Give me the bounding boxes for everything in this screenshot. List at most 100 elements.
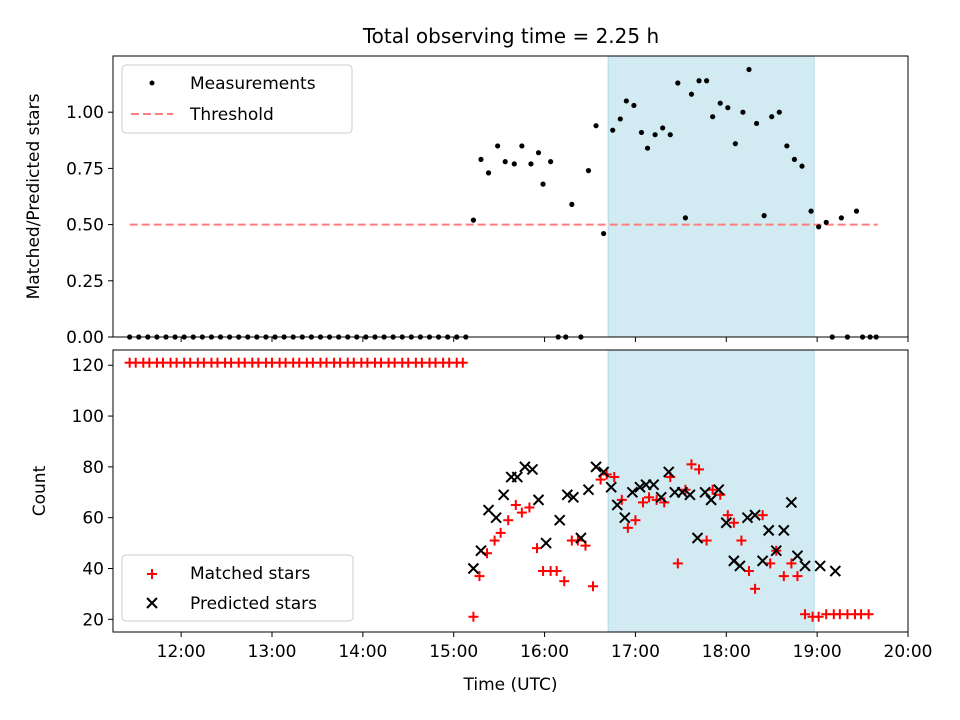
measurement-point — [585, 168, 592, 174]
x-tick-label: 17:00 — [611, 642, 660, 662]
y-tick-label: 120 — [72, 356, 104, 376]
measurement-point — [548, 159, 554, 165]
predicted-star-point — [814, 560, 826, 572]
matched-star-point — [622, 522, 633, 533]
matched-star-point — [644, 492, 655, 503]
measurement-point — [660, 125, 666, 131]
matched-star-point — [765, 558, 776, 569]
bottom-legend-box — [121, 554, 354, 622]
predicted-star-point — [467, 562, 480, 575]
measurement-point — [617, 116, 623, 122]
y-tick-label: 0.50 — [66, 216, 104, 236]
measurement-point — [808, 208, 814, 214]
matched-star-point — [672, 558, 683, 569]
matched-legend-marker — [147, 569, 157, 579]
predicted-star-point — [741, 511, 754, 524]
x-tick-label: 18:00 — [702, 642, 751, 662]
measurement-point — [682, 215, 689, 221]
matched-star-point — [532, 543, 542, 554]
predicted-star-point — [490, 511, 502, 524]
bottom-observing-span — [607, 349, 815, 633]
measurement-point — [593, 123, 599, 129]
measurement-point — [753, 120, 760, 127]
measurement-point — [688, 91, 695, 97]
count-panel: 20 40 60 80 100 120 12:00 13:00 14:00 15:00 16:00… — [30, 349, 933, 695]
threshold-legend-label: Threshold — [189, 105, 274, 125]
predicted-star-point — [791, 550, 804, 562]
matched-star-point — [728, 517, 739, 528]
measurement-point — [502, 159, 508, 165]
predicted-star-point — [634, 481, 646, 493]
measurement-point — [725, 105, 731, 111]
measurement-point — [675, 80, 681, 86]
predicted-star-point — [762, 524, 775, 537]
top-legend-box — [121, 64, 353, 134]
predicted-star-point — [567, 491, 580, 504]
measurement-point — [470, 217, 476, 223]
predicted-star-point — [626, 486, 639, 498]
x-tick-label: 20:00 — [884, 642, 933, 662]
predicted-star-point — [684, 489, 696, 501]
bottom-y-axis-label: Count — [30, 465, 50, 516]
measurement-point — [638, 129, 645, 136]
measurement-point — [740, 109, 746, 115]
matched-star-point — [468, 611, 479, 622]
predicted-star-point — [519, 461, 531, 473]
measurement-point — [853, 208, 860, 214]
y-tick-label: 60 — [82, 509, 104, 529]
measurements-legend-label: Measurements — [190, 74, 316, 94]
predicted-star-point — [575, 532, 587, 544]
measurement-point — [623, 98, 629, 104]
matched-star-point — [524, 502, 535, 513]
predicted-star-points — [467, 461, 842, 577]
predicted-star-point — [611, 499, 623, 511]
measurement-point — [816, 224, 822, 230]
predicted-star-point — [663, 466, 675, 478]
matched-star-point — [510, 499, 521, 510]
measurement-point — [799, 163, 805, 169]
matched-star-point — [800, 609, 811, 620]
matched-star-point — [474, 571, 485, 582]
measurement-point — [610, 127, 616, 133]
measurement-point — [761, 213, 767, 219]
top-y-ticks: 0.00 0.25 0.50 0.75 1.00 — [66, 103, 113, 348]
measurement-point — [478, 156, 484, 163]
matched-star-point — [778, 571, 789, 582]
predicted-star-point — [605, 481, 617, 493]
measurements-legend-marker — [149, 80, 155, 86]
predicted-star-point — [511, 471, 524, 483]
predicted-star-point — [734, 560, 746, 572]
measurement-point — [732, 141, 738, 147]
predicted-star-point — [676, 486, 689, 498]
bottom-axes-frame — [112, 349, 909, 633]
matched-star-point — [559, 576, 570, 587]
bottom-x-ticks: 12:00 13:00 14:00 15:00 16:00 17:00 18:00 19:00… — [157, 632, 933, 662]
matched-star-point — [744, 566, 754, 577]
predicted-star-point — [778, 524, 790, 537]
predicted-star-point — [532, 494, 545, 506]
predicted-star-point — [597, 466, 610, 478]
measurement-point — [710, 114, 716, 120]
predicted-legend-marker — [146, 597, 158, 609]
predicted-star-point — [619, 511, 631, 524]
y-tick-label: 0.00 — [66, 328, 104, 348]
predicted-star-point — [475, 544, 487, 557]
matched-star-point — [630, 515, 641, 526]
matched-star-point — [701, 535, 712, 546]
y-tick-label: 100 — [72, 407, 104, 427]
x-tick-label: 19:00 — [793, 642, 842, 662]
measurement-point — [528, 161, 534, 167]
y-tick-label: 40 — [82, 559, 104, 579]
measurement-point — [652, 132, 658, 138]
predicted-star-point — [554, 514, 566, 526]
measurement-point — [769, 114, 775, 120]
matched-star-point — [686, 459, 697, 470]
measurement-point — [704, 78, 710, 84]
predicted-star-point — [756, 555, 769, 567]
matched-star-point — [588, 581, 599, 592]
top-axes-frame — [112, 55, 909, 338]
x-tick-label: 15:00 — [429, 642, 478, 662]
x-tick-label: 14:00 — [338, 642, 387, 662]
matched-star-point — [707, 484, 718, 495]
